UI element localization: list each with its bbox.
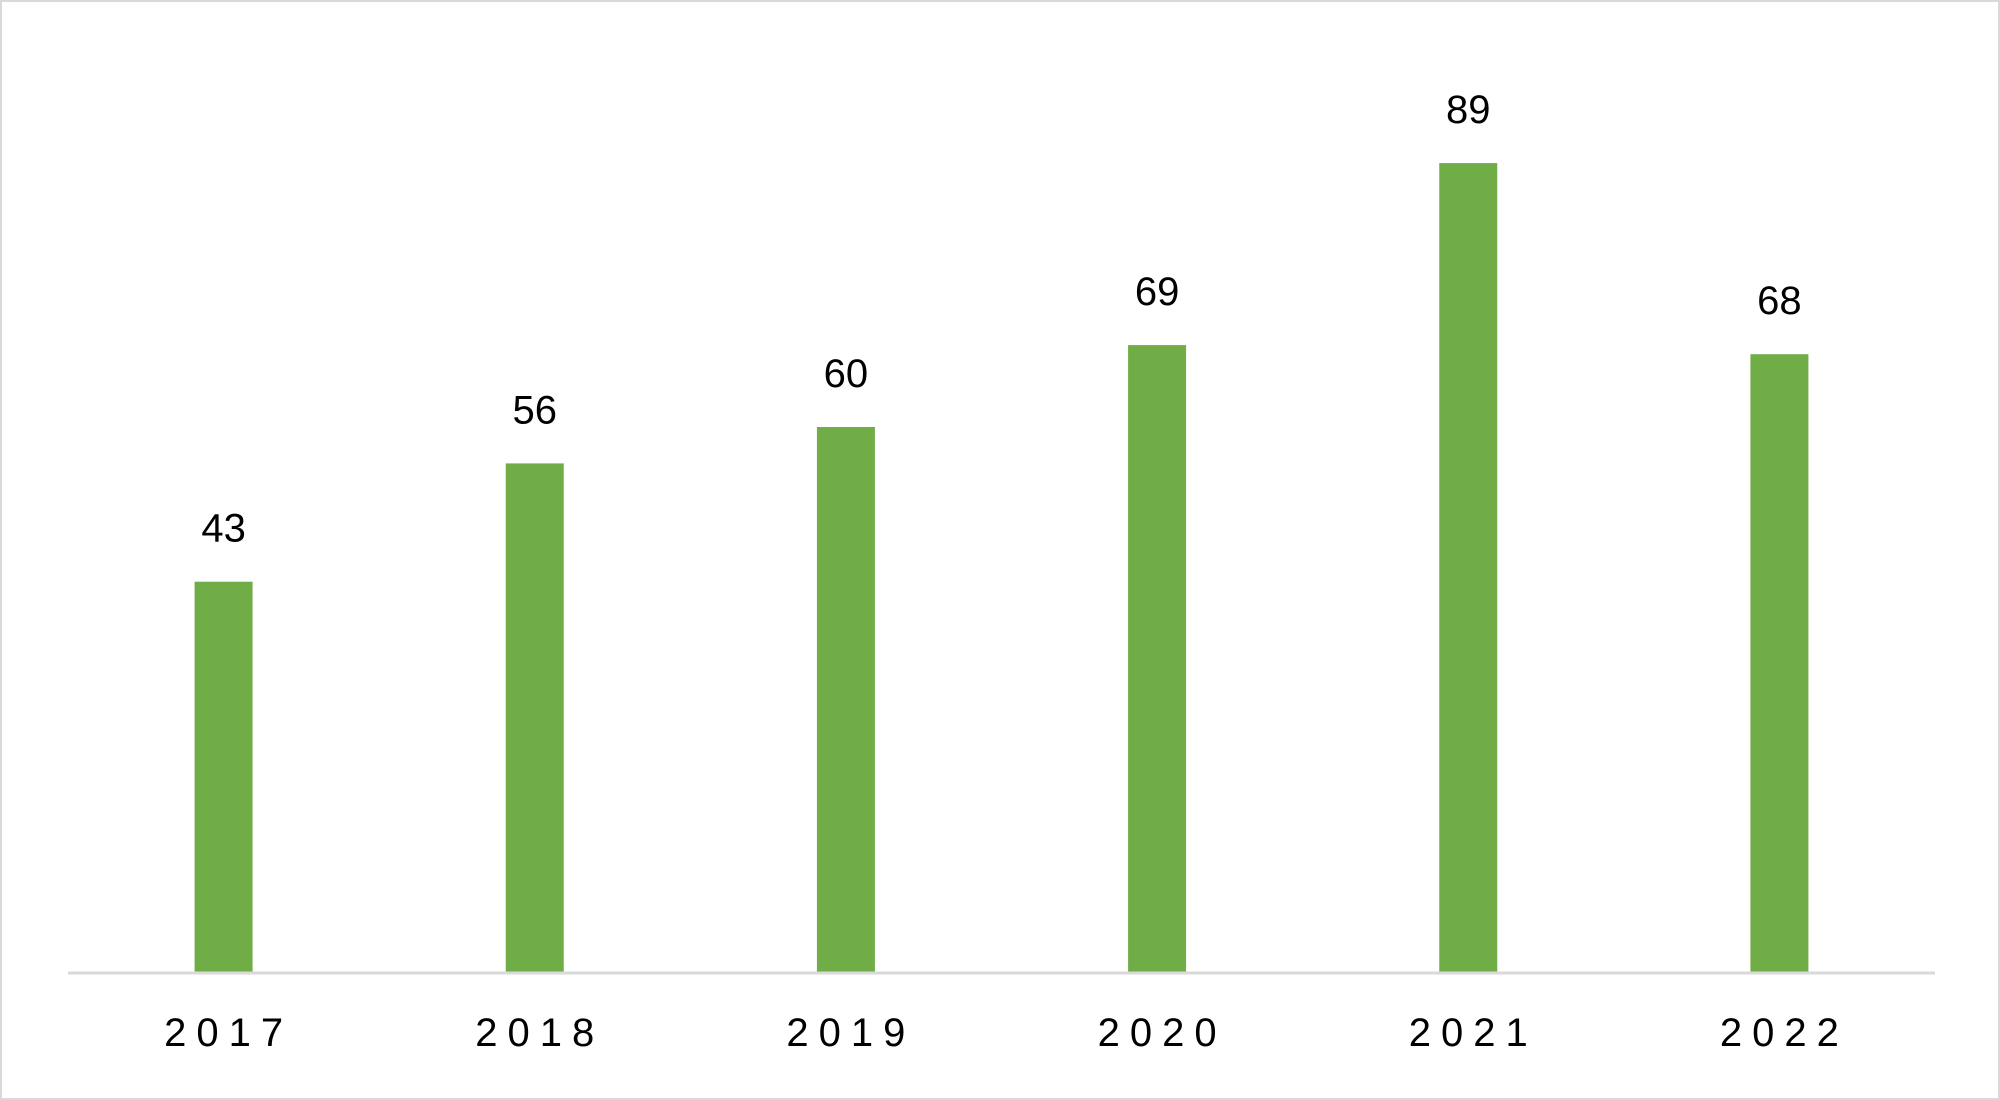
bar-2019 (816, 427, 875, 973)
data-label-2018: 56 (513, 388, 558, 432)
x-tick-label-2019: 2019 (786, 1011, 915, 1055)
x-tick-labels-group: 2017 2018 2019 2020 2021 2022 (164, 1011, 1849, 1055)
bar-2020 (1128, 345, 1187, 974)
bar-2017 (194, 581, 253, 973)
bar-2022 (1750, 354, 1809, 973)
data-label-2017: 43 (201, 507, 246, 551)
data-label-2022: 68 (1757, 279, 1802, 323)
x-tick-label-2018: 2018 (475, 1011, 604, 1055)
bar-2018 (505, 463, 564, 973)
data-label-2020: 69 (1135, 270, 1180, 314)
x-tick-label-2021: 2021 (1409, 1011, 1538, 1055)
x-tick-label-2017: 2017 (164, 1011, 293, 1055)
bar-2021 (1439, 163, 1498, 974)
x-tick-label-2020: 2020 (1098, 1011, 1227, 1055)
bars-group (194, 163, 1809, 974)
data-label-2019: 60 (824, 352, 869, 396)
x-tick-label-2022: 2022 (1720, 1011, 1849, 1055)
data-label-2021: 89 (1446, 88, 1491, 132)
data-labels-group: 43 56 60 69 89 68 (201, 88, 1801, 551)
